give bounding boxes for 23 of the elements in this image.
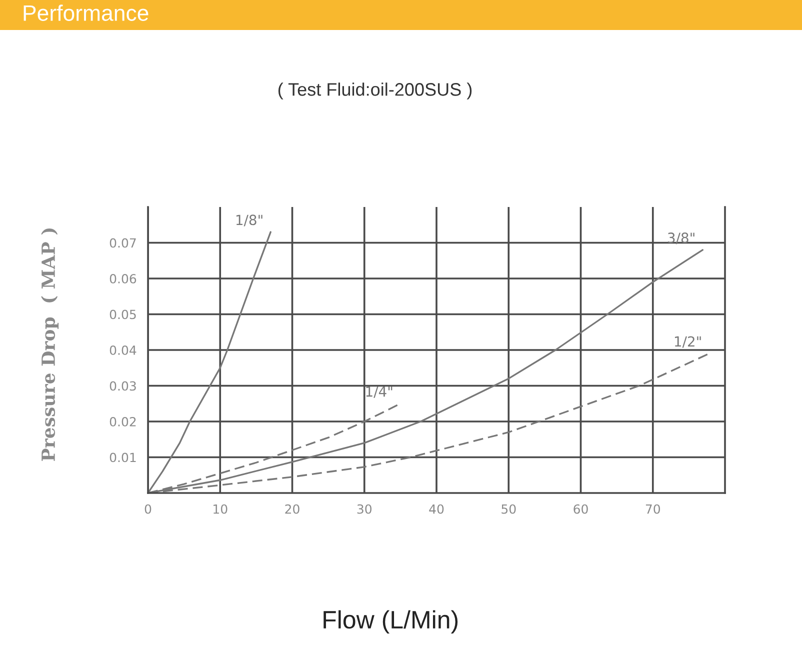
y-tick-label: 0.06	[110, 274, 136, 284]
x-tick-label: 30	[357, 504, 372, 514]
series-label: 3/8"	[668, 232, 694, 244]
y-axis-title: Pressure Drop ( MAP )	[41, 228, 59, 461]
x-tick-label: 40	[429, 504, 444, 514]
x-tick-label: 0	[144, 504, 152, 514]
x-tick-label: 20	[285, 504, 300, 514]
y-tick-label: 0.01	[110, 452, 136, 462]
y-tick-label: 0.03	[110, 381, 136, 391]
x-axis-title: Flow (L/Min)	[324, 610, 458, 634]
chart-title: Performance	[24, 4, 148, 21]
y-tick-label: 0.02	[110, 416, 136, 426]
series-label: 1/4"	[366, 386, 392, 398]
series-label: 1/2"	[674, 336, 701, 348]
y-tick-label: 0.04	[110, 345, 136, 355]
x-tick-label: 70	[646, 504, 660, 514]
y-tick-label: 0.07	[110, 238, 136, 248]
x-tick-label: 60	[574, 504, 588, 514]
series-label: 1/8"	[236, 214, 262, 226]
x-tick-label: 10	[214, 504, 228, 514]
x-tick-label: 50	[502, 504, 516, 514]
y-tick-label: 0.05	[110, 310, 136, 320]
chart-subtitle: ( Test Fluid:oil-200SUS )	[278, 82, 472, 100]
